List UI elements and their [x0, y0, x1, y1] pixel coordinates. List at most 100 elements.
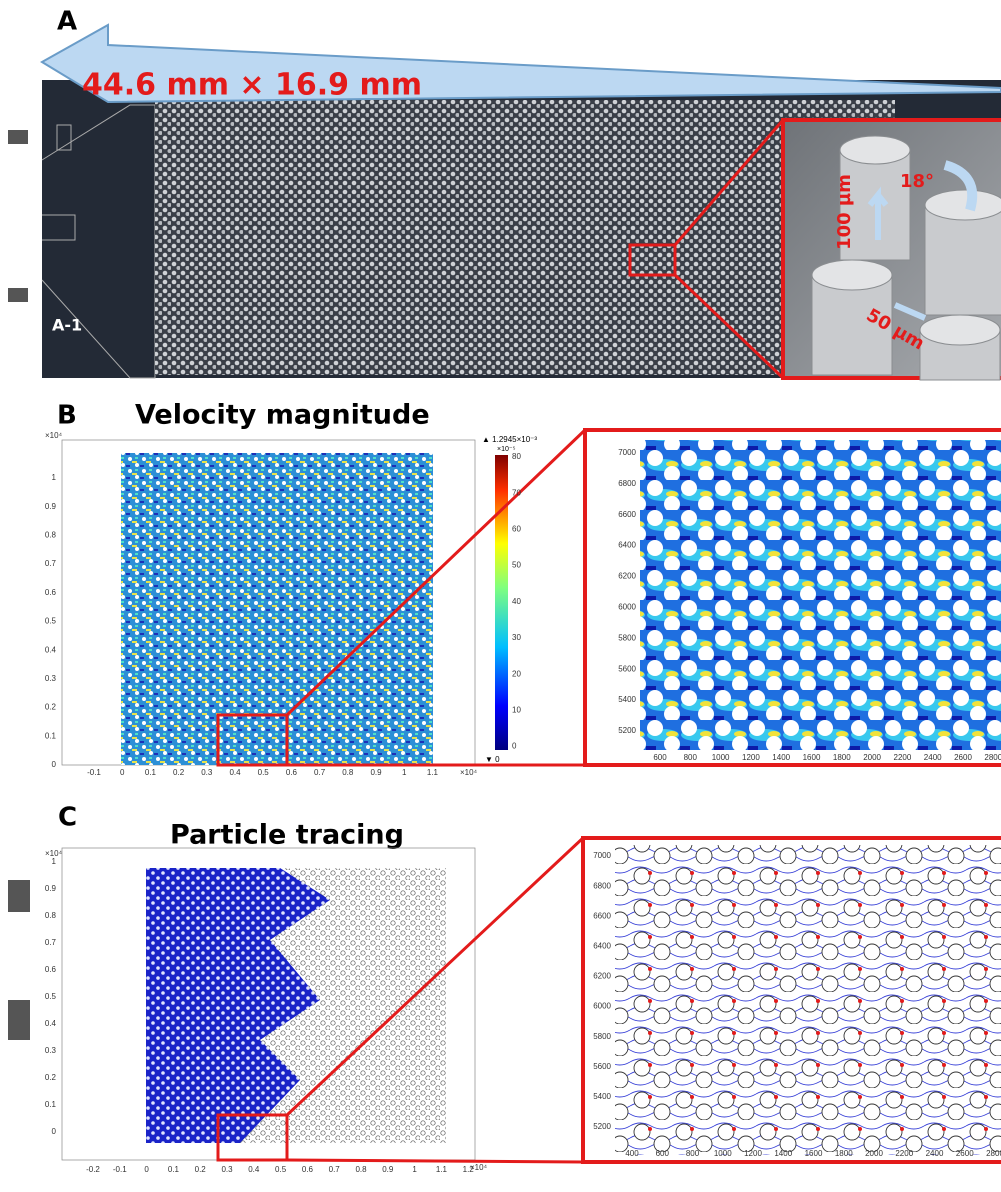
colorbar-min: ▼ 0	[485, 755, 500, 764]
y-tick-label: 6600	[618, 510, 636, 519]
x-tick-label: 0.9	[382, 1165, 394, 1174]
y-multiplier: ×10⁴	[45, 431, 63, 440]
y-tick-label: 0.5	[45, 992, 57, 1001]
y-multiplier: ×10⁴	[45, 849, 63, 858]
x-tick-label: 0.1	[168, 1165, 180, 1174]
x-tick-label: 0.7	[329, 1165, 341, 1174]
y-tick-label: 0.5	[45, 617, 57, 626]
x-tick-label: 2000	[865, 1149, 883, 1158]
y-tick-label: 1	[52, 473, 57, 482]
height-label: 100 µm	[834, 174, 855, 250]
colorbar-tick-label: 80	[512, 452, 521, 461]
x-tick-label: 0.9	[370, 768, 382, 777]
y-tick-label: 5200	[593, 1122, 611, 1131]
decoration	[8, 130, 28, 144]
y-tick-label: 0.7	[45, 559, 57, 568]
y-tick-label: 5600	[618, 664, 636, 673]
x-tick-label: 1200	[742, 753, 760, 762]
colorbar-tick-label: 10	[512, 706, 521, 715]
x-tick-label: 1400	[772, 753, 790, 762]
y-tick-label: 6800	[618, 479, 636, 488]
colorbar	[495, 455, 508, 750]
x-tick-label: 0	[120, 768, 125, 777]
y-tick-label: 6000	[618, 603, 636, 612]
x-tick-label: 0.4	[229, 768, 241, 777]
y-tick-label: 0.3	[45, 1046, 57, 1055]
panel-label: C	[58, 803, 77, 833]
y-tick-label: 0.4	[45, 645, 57, 654]
angle-label: 18°	[900, 171, 934, 192]
y-tick-label: 0.3	[45, 674, 57, 683]
velocity-zoom	[640, 440, 1001, 750]
y-tick-label: 6200	[618, 572, 636, 581]
colorbar-tick-label: 70	[512, 488, 521, 497]
decoration	[8, 288, 28, 302]
x-tick-label: 0.7	[314, 768, 326, 777]
particle-zoom	[615, 845, 1001, 1155]
x-tick-label: 0.1	[145, 768, 157, 777]
panel-label: A	[57, 7, 77, 37]
x-tick-label: 0.8	[342, 768, 354, 777]
x-tick-label: 1600	[805, 1149, 823, 1158]
panel-label: B	[57, 401, 77, 431]
y-tick-label: 0	[52, 1127, 57, 1136]
y-tick-label: 5200	[618, 726, 636, 735]
x-tick-label: 800	[684, 753, 698, 762]
x-tick-label: 2000	[863, 753, 881, 762]
y-tick-label: 0.4	[45, 1019, 57, 1028]
x-tick-label: 2600	[954, 753, 972, 762]
x-tick-label: 1800	[833, 753, 851, 762]
y-tick-label: 0.9	[45, 502, 57, 511]
x-tick-label: 400	[625, 1149, 639, 1158]
colorbar-tick-label: 40	[512, 597, 521, 606]
x-tick-label: 600	[653, 753, 667, 762]
panel-title: Particle tracing	[170, 820, 404, 851]
y-tick-label: 6600	[593, 911, 611, 920]
panel-title: Velocity magnitude	[135, 400, 430, 431]
y-tick-label: 0.6	[45, 588, 57, 597]
x-tick-label: 0.6	[302, 1165, 314, 1174]
y-tick-label: 5800	[593, 1032, 611, 1041]
x-tick-label: 1.1	[427, 768, 439, 777]
x-tick-label: 2800	[986, 1149, 1001, 1158]
y-tick-label: 0.1	[45, 731, 57, 740]
colorbar-tick-label: 30	[512, 633, 521, 642]
y-tick-label: 6400	[593, 942, 611, 951]
x-tick-label: 0.3	[201, 768, 213, 777]
y-tick-label: 6800	[593, 881, 611, 890]
y-tick-label: 7000	[618, 448, 636, 457]
x-tick-label: 1200	[744, 1149, 762, 1158]
y-tick-label: 6200	[593, 972, 611, 981]
x-tick-label: 0.5	[275, 1165, 287, 1174]
y-tick-label: 0.2	[45, 703, 57, 712]
decoration	[8, 880, 30, 912]
colorbar-tick-label: 50	[512, 561, 521, 570]
x-tick-label: 1600	[803, 753, 821, 762]
x-tick-label: -0.1	[87, 768, 101, 777]
y-tick-label: 0.1	[45, 1100, 57, 1109]
colorbar-max: ▲ 1.2945×10⁻³	[482, 435, 537, 444]
x-tick-label: -0.1	[113, 1165, 127, 1174]
y-tick-label: 0.8	[45, 911, 57, 920]
y-tick-label: 0.6	[45, 965, 57, 974]
x-tick-label: 0.2	[173, 768, 185, 777]
x-multiplier: ×10⁴	[460, 768, 478, 777]
decoration	[8, 1000, 30, 1040]
y-tick-label: 5800	[618, 633, 636, 642]
x-tick-label: 0.3	[221, 1165, 233, 1174]
x-tick-label: 1400	[774, 1149, 792, 1158]
y-tick-label: 1	[52, 857, 57, 866]
page: A 44.6 mm × 16.9 mm A-1 18° 100 µm 50 µm…	[0, 0, 1001, 1187]
x-tick-label: 2200	[894, 753, 912, 762]
colorbar-tick-label: 0	[512, 742, 517, 751]
x-multiplier: ×10⁴	[470, 1163, 488, 1172]
x-tick-label: 1.1	[436, 1165, 448, 1174]
y-tick-label: 0.2	[45, 1073, 57, 1082]
x-tick-label: 0	[144, 1165, 149, 1174]
x-tick-label: 0.6	[286, 768, 298, 777]
x-tick-label: 1	[412, 1165, 417, 1174]
x-tick-label: 600	[656, 1149, 670, 1158]
y-tick-label: 5400	[593, 1092, 611, 1101]
velocity-field	[121, 453, 433, 765]
x-tick-label: 2800	[984, 753, 1001, 762]
